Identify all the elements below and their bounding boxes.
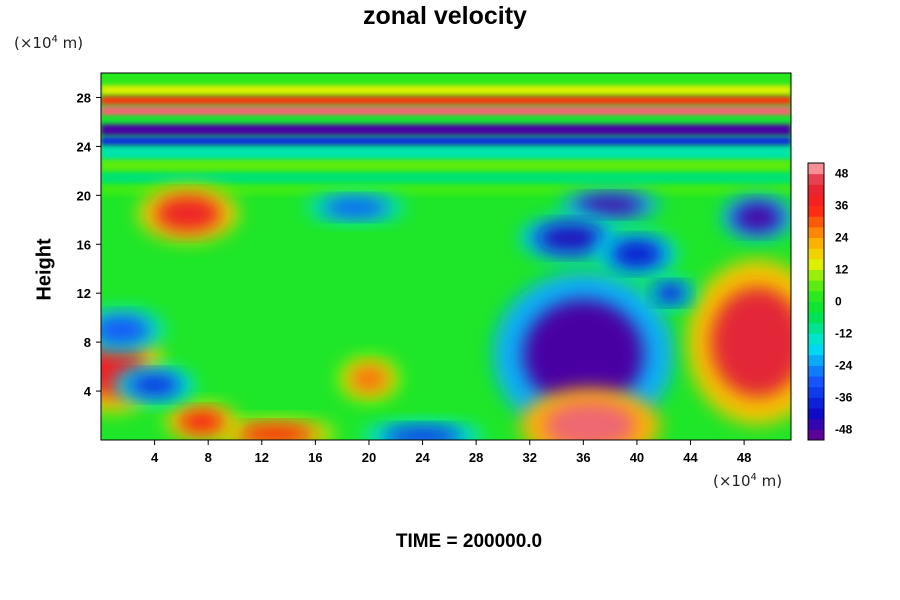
velocity-band <box>101 117 791 122</box>
colorbar-swatch <box>808 344 824 356</box>
y-tick-label: 12 <box>77 286 91 301</box>
velocity-band <box>101 85 791 96</box>
feature-core <box>322 197 390 218</box>
feature-core <box>234 424 316 440</box>
feature-core <box>610 239 664 269</box>
x-tick-label: 44 <box>683 450 698 465</box>
colorbar-swatch <box>808 258 824 271</box>
feature-core <box>654 283 687 303</box>
x-tick-label: 32 <box>523 450 537 465</box>
feature-core <box>523 299 644 410</box>
feature-core <box>177 409 226 434</box>
x-tick-label: 16 <box>308 450 322 465</box>
colorbar-swatch <box>808 322 824 334</box>
velocity-band <box>101 96 791 105</box>
colorbar-swatch <box>808 365 824 377</box>
colorbar-swatch <box>808 205 824 217</box>
y-tick-label: 8 <box>84 335 91 350</box>
velocity-band <box>101 136 791 146</box>
colorbar-swatch <box>808 184 824 196</box>
colorbar-swatch <box>808 376 824 388</box>
colorbar-swatch <box>808 354 824 366</box>
y-tick-label: 16 <box>77 237 91 252</box>
colorbar-swatch <box>808 194 824 207</box>
colorbar-swatch <box>808 333 824 345</box>
colorbar-swatch <box>808 301 824 313</box>
strata-band <box>101 73 791 86</box>
x-axis: 4 8 12 16 20 24 28 32 36 40 44 48 <box>151 440 751 465</box>
colorbar-swatch <box>808 290 824 302</box>
colorbar-swatch <box>808 269 824 281</box>
colorbar: 48 36 24 12 0 -12 -24 -36 -48 <box>807 162 853 441</box>
time-label: TIME = 200000.0 <box>395 531 543 552</box>
feature-core <box>536 223 604 253</box>
colorbar-swatch <box>808 173 824 185</box>
heatmap-field <box>101 73 791 440</box>
colorbar-swatch <box>808 397 824 409</box>
y-axis-unit: (×104 m) <box>14 34 84 52</box>
colorbar-tick-label: 12 <box>835 263 849 277</box>
x-tick-label: 8 <box>205 450 212 465</box>
x-tick-label: 40 <box>630 450 644 465</box>
x-tick-label: 48 <box>737 450 751 465</box>
chart-title: zonal velocity <box>363 2 527 30</box>
colorbar-frame <box>807 162 825 441</box>
colorbar-tick-label: 0 <box>835 295 842 309</box>
colorbar-swatch <box>808 216 824 228</box>
y-tick-label: 20 <box>77 188 91 203</box>
x-tick-label: 36 <box>576 450 590 465</box>
y-tick-label: 28 <box>77 90 91 105</box>
colorbar-swatch <box>808 312 824 324</box>
feature-core <box>733 202 782 233</box>
colorbar-swatch <box>808 429 824 441</box>
plot-frame <box>100 72 792 441</box>
velocity-band <box>101 106 791 116</box>
y-axis: 4 8 12 16 20 24 28 <box>77 90 101 399</box>
x-tick-label: 4 <box>151 450 159 465</box>
colorbar-tick-label: 48 <box>835 167 849 181</box>
colorbar-swatch <box>808 418 824 430</box>
feature-core <box>710 287 791 398</box>
feature-core <box>576 195 644 215</box>
x-tick-label: 12 <box>255 450 269 465</box>
colorbar-tick-label: -48 <box>835 422 853 436</box>
feature-core <box>543 400 637 440</box>
colorbar-swatch <box>808 237 824 249</box>
feature-core <box>127 372 182 398</box>
colorbar-tick-label: 24 <box>835 231 849 245</box>
colorbar-swatch <box>808 248 824 260</box>
colorbar-swatch <box>808 408 824 420</box>
x-tick-label: 20 <box>362 450 376 465</box>
feature-core <box>382 426 463 440</box>
colorbar-tick-label: -24 <box>835 358 853 372</box>
feature-core <box>101 315 151 345</box>
colorbar-tick-label: 36 <box>835 199 849 213</box>
colorbar-swatch <box>808 280 824 292</box>
x-tick-label: 24 <box>415 450 430 465</box>
y-tick-label: 4 <box>84 384 92 399</box>
strata-band <box>101 158 791 171</box>
x-tick-label: 28 <box>469 450 483 465</box>
x-axis-unit: (×104 m) <box>713 472 783 490</box>
strata-band <box>101 170 791 184</box>
y-tick-label: 24 <box>77 139 92 154</box>
colorbar-tick-label: -36 <box>835 390 853 404</box>
feature-core <box>154 195 222 233</box>
colorbar-swatch <box>808 386 824 398</box>
colorbar-tick-label: -12 <box>835 326 853 340</box>
strata-band <box>101 145 791 159</box>
colorbar-swatch <box>808 226 824 239</box>
velocity-band <box>101 124 791 136</box>
feature-core <box>348 364 390 394</box>
colorbar-swatch <box>808 163 824 175</box>
